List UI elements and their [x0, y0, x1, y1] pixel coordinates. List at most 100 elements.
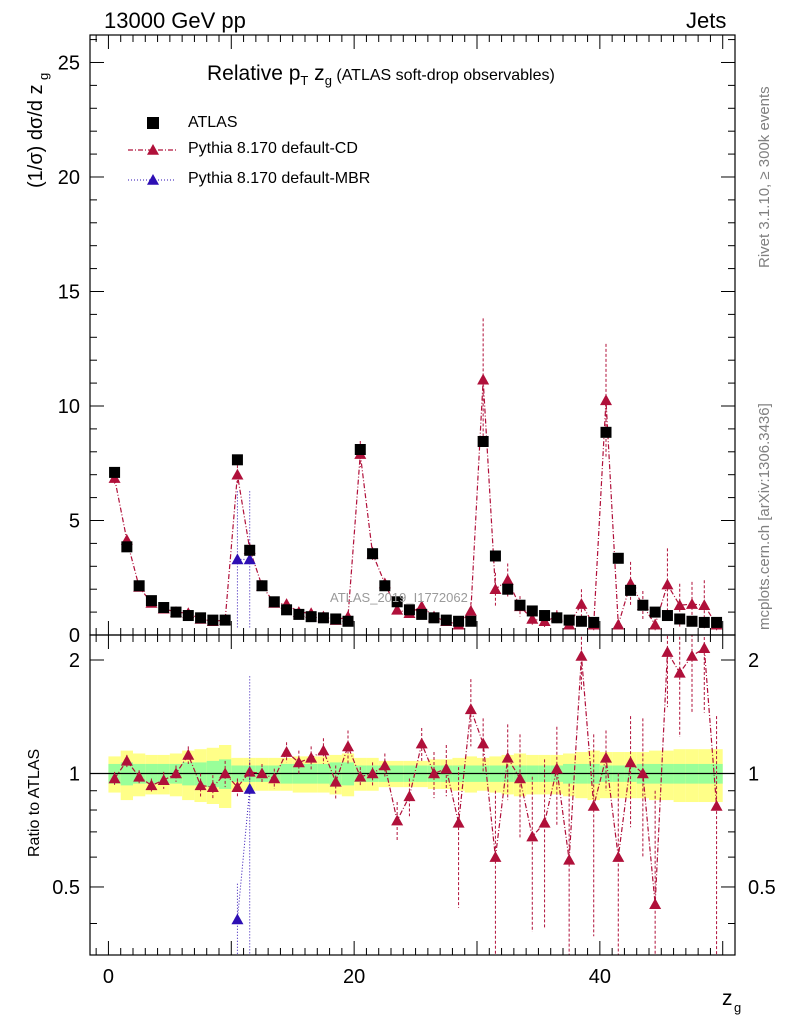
cd-point	[575, 598, 588, 609]
atlas-point	[600, 426, 612, 438]
cd-ratio-point	[600, 751, 612, 763]
mcplots-reference-text: mcplots.cern.ch [arXiv:1306.3436]	[756, 403, 773, 630]
atlas-point	[514, 599, 526, 611]
atlas-point	[465, 615, 477, 627]
cd-ratio-point	[133, 770, 146, 782]
atlas-point	[342, 615, 354, 627]
atlas-point	[563, 614, 575, 626]
cd-ratio-point	[673, 666, 686, 678]
atlas-point	[502, 583, 514, 595]
cd-ratio-point	[575, 649, 588, 661]
atlas-point	[539, 610, 551, 622]
cd-ratio-point	[464, 703, 477, 715]
x-axis-label: z	[722, 987, 733, 1010]
cd-point	[612, 618, 625, 630]
cd-ratio-point	[182, 748, 195, 760]
atlas-point	[711, 616, 723, 628]
atlas-point	[268, 596, 280, 608]
atlas-point	[674, 613, 686, 625]
top-y-tick-label: 0	[69, 625, 80, 647]
mbr-ratio-point	[243, 782, 256, 794]
plot-title: Relative pT zg (ATLAS soft-drop observab…	[207, 62, 555, 88]
atlas-point	[416, 608, 428, 620]
atlas-point	[588, 616, 600, 628]
cd-ratio-point	[305, 751, 318, 763]
cd-ratio-point	[145, 779, 158, 791]
cd-ratio-point	[366, 767, 379, 779]
cd-point	[477, 373, 490, 385]
atlas-point	[477, 435, 489, 447]
mbr-ratio-line	[236, 788, 251, 920]
cd-point	[661, 578, 674, 590]
atlas-point	[256, 580, 268, 592]
bottom-y-tick-label-right: 0.5	[748, 877, 776, 899]
top-y-tick-label: 15	[58, 281, 80, 303]
cd-ratio-point	[342, 740, 354, 752]
bottom-y-axis-label: Ratio to ATLAS	[26, 749, 43, 857]
cd-point	[391, 603, 404, 615]
cd-ratio-point	[698, 642, 711, 653]
atlas-point	[305, 611, 317, 623]
cd-point	[673, 599, 686, 611]
axes	[89, 34, 736, 956]
mbr-ratio-point	[231, 913, 244, 925]
atlas-point	[612, 552, 624, 564]
cd-point	[698, 599, 711, 611]
atlas-point	[354, 444, 366, 456]
atlas-point	[526, 605, 538, 617]
analysis-watermark: ATLAS_2019_I1772062	[330, 590, 468, 605]
atlas-point	[625, 584, 637, 596]
top-y-axis-label-sub: g	[36, 73, 51, 80]
cd-ratio-point	[378, 759, 391, 771]
cd-ratio-point	[354, 770, 367, 782]
atlas-point	[686, 615, 698, 627]
x-tick-label: 0	[103, 966, 114, 988]
main-plot-marks	[108, 318, 723, 633]
cd-ratio-point	[280, 746, 293, 757]
atlas-point	[391, 596, 403, 608]
cd-ratio-point	[612, 851, 625, 862]
atlas-point	[195, 612, 207, 624]
cd-ratio-point	[661, 646, 674, 657]
atlas-point	[453, 615, 465, 627]
cd-point	[526, 612, 539, 624]
cd-point	[501, 574, 514, 585]
plot-title-sub-g: g	[324, 73, 332, 89]
cd-ratio-point	[587, 799, 600, 811]
top-y-axis-label: (1/σ) dσ/d z	[25, 84, 47, 188]
cd-ratio-point	[206, 781, 219, 792]
bottom-y-tick-label-right: 1	[748, 763, 759, 785]
atlas-point	[649, 606, 661, 618]
legend-mbr-label: Pythia 8.170 default-MBR	[188, 170, 371, 187]
legend-atlas-marker	[147, 117, 159, 129]
atlas-point	[330, 613, 342, 625]
atlas-point	[575, 615, 587, 627]
atlas-point	[698, 616, 710, 628]
atlas-point	[489, 550, 501, 562]
cd-ratio-point	[538, 816, 551, 828]
top-y-tick-label: 10	[58, 396, 80, 418]
atlas-point	[661, 610, 673, 622]
bottom-y-tick-label-right: 2	[748, 650, 759, 672]
mbr-point	[231, 553, 244, 565]
atlas-point	[317, 612, 329, 624]
cd-point	[464, 604, 477, 616]
cd-ratio-point	[514, 772, 526, 784]
atlas-point	[158, 602, 170, 614]
cd-ratio-point	[157, 774, 170, 785]
cd-ratio-point	[120, 754, 133, 766]
atlas-point	[219, 614, 231, 626]
cd-ratio-point	[636, 767, 649, 779]
cd-ratio-point	[624, 756, 637, 768]
cd-point	[600, 394, 612, 406]
mbr-point	[243, 553, 256, 565]
ratio-plot-marks	[108, 635, 723, 955]
cd-ratio-point	[489, 851, 502, 862]
cd-ratio-point	[440, 762, 453, 774]
cd-ratio-point	[415, 737, 428, 749]
cd-ratio-point	[501, 751, 514, 763]
bottom-y-tick-label: 1	[69, 763, 80, 785]
atlas-point	[231, 454, 243, 466]
